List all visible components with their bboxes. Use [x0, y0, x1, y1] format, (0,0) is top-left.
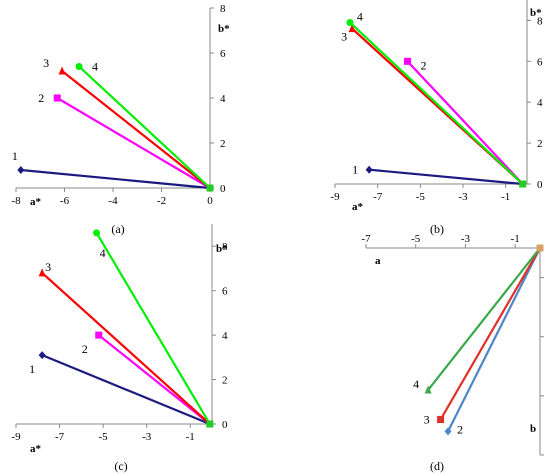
x-tick-label: -3 [142, 431, 152, 443]
y-axis-label: b* [216, 243, 228, 255]
y-axis-label: b* [218, 23, 230, 35]
series-line-3 [41, 272, 211, 425]
x-tick-label: -8 [11, 195, 21, 207]
series-label-3: 3 [43, 56, 49, 70]
x-tick-label: -1 [511, 233, 520, 245]
x-tick-label: -5 [411, 233, 421, 245]
series-line-2 [56, 97, 211, 189]
origin-marker [536, 244, 544, 252]
x-tick-label: -1 [186, 431, 195, 443]
x-tick-label: -5 [99, 431, 109, 443]
panel-a: -8 -6 -4 -2 00 2 4 6 8 a* b* 1 2 3 4 (a) [11, 3, 230, 236]
x-tick-label: -9 [11, 431, 21, 443]
series-label-2: 2 [421, 58, 427, 72]
x-axis-label: a [375, 255, 381, 267]
origin-marker [206, 184, 214, 192]
x-tick-label: 0 [207, 195, 213, 207]
series-point-4 [346, 18, 354, 26]
x-axis-label: a* [352, 201, 364, 213]
panel-c: -9 -7 -5 -3 -1 0 2 4 6 8 a* b* 1 2 3 4 (c) [11, 224, 228, 473]
y-tick-label: 6 [220, 48, 226, 60]
origin-marker [519, 180, 527, 188]
x-tick-label: -3 [458, 191, 468, 203]
series-point-2 [53, 94, 61, 102]
x-tick-label: -7 [55, 431, 65, 443]
x-axis-label: a* [30, 196, 42, 208]
panel-d: -7-5-3-1-1-3-5-7ab234(d) [361, 233, 544, 473]
series-label-2: 2 [82, 342, 88, 356]
x-axis-label: a* [30, 443, 42, 455]
x-tick-label: -4 [108, 195, 118, 207]
series-point-3 [437, 416, 445, 424]
x-tick-label: -1 [501, 191, 510, 203]
series-point-3 [38, 268, 46, 277]
x-tick-label: -3 [461, 233, 471, 245]
y-tick-label: 0 [537, 179, 543, 191]
x-tick-label: -7 [373, 191, 383, 203]
x-tick-label: -7 [361, 233, 371, 245]
x-tick-label: -6 [60, 195, 70, 207]
series-point-4 [75, 63, 83, 70]
series-label-1: 1 [352, 163, 358, 177]
series-line-4 [349, 21, 524, 185]
series-line-1 [41, 354, 211, 426]
series-point-3 [348, 24, 356, 33]
origin-marker [206, 420, 214, 428]
y-tick-label: 8 [537, 15, 543, 27]
series-label-1: 1 [12, 149, 18, 163]
series-line-3 [439, 247, 541, 421]
series-line-4 [78, 65, 211, 189]
panel-caption: (d) [430, 459, 444, 473]
series-point-2 [404, 57, 412, 65]
series-line-2 [98, 334, 211, 425]
x-tick-label: -5 [416, 191, 426, 203]
series-point-1 [38, 351, 46, 360]
series-point-4 [93, 229, 101, 237]
series-label-4: 4 [413, 377, 419, 391]
x-tick-label: -2 [157, 195, 166, 207]
series-label-3: 3 [424, 413, 430, 427]
series-point-1 [365, 165, 373, 174]
series-line-1 [20, 168, 211, 190]
series-label-3: 3 [341, 30, 347, 44]
y-tick-label: 4 [220, 93, 226, 105]
y-tick-label: 4 [537, 97, 543, 109]
panel-caption: (c) [114, 459, 127, 473]
y-tick-label: 2 [222, 375, 228, 387]
series-point-2 [95, 331, 103, 339]
panel-caption: (a) [111, 222, 124, 236]
series-line-3 [61, 70, 211, 189]
series-label-2: 2 [38, 91, 44, 105]
series-point-4 [424, 385, 432, 394]
y-tick-label: 8 [220, 3, 226, 15]
series-line-4 [95, 232, 211, 425]
y-tick-label: 8 [222, 241, 228, 253]
y-tick-label: 6 [222, 286, 228, 298]
y-tick-label: 0 [220, 183, 226, 195]
y-axis-label: b* [530, 7, 542, 19]
panel-caption: (b) [430, 222, 444, 236]
y-axis-label: b [530, 423, 536, 435]
series-label-1: 1 [29, 362, 35, 376]
series-point-3 [58, 66, 66, 75]
x-tick-label: -9 [330, 191, 340, 203]
y-tick-label: 2 [537, 138, 543, 150]
y-tick-label: 4 [222, 330, 228, 342]
series-line-4 [427, 247, 541, 391]
series-point-1 [17, 166, 25, 174]
series-line-2 [406, 60, 524, 185]
series-label-3: 3 [45, 260, 51, 274]
series-line-1 [369, 168, 523, 186]
series-label-4: 4 [100, 246, 106, 260]
y-tick-label: 6 [537, 56, 543, 68]
series-label-4: 4 [92, 60, 98, 74]
y-tick-label: 0 [222, 419, 228, 431]
series-label-2: 2 [457, 422, 463, 436]
series-label-4: 4 [357, 9, 363, 23]
series-line-2 [447, 247, 541, 432]
series-point-2 [444, 427, 452, 436]
y-tick-label: 2 [220, 138, 226, 150]
